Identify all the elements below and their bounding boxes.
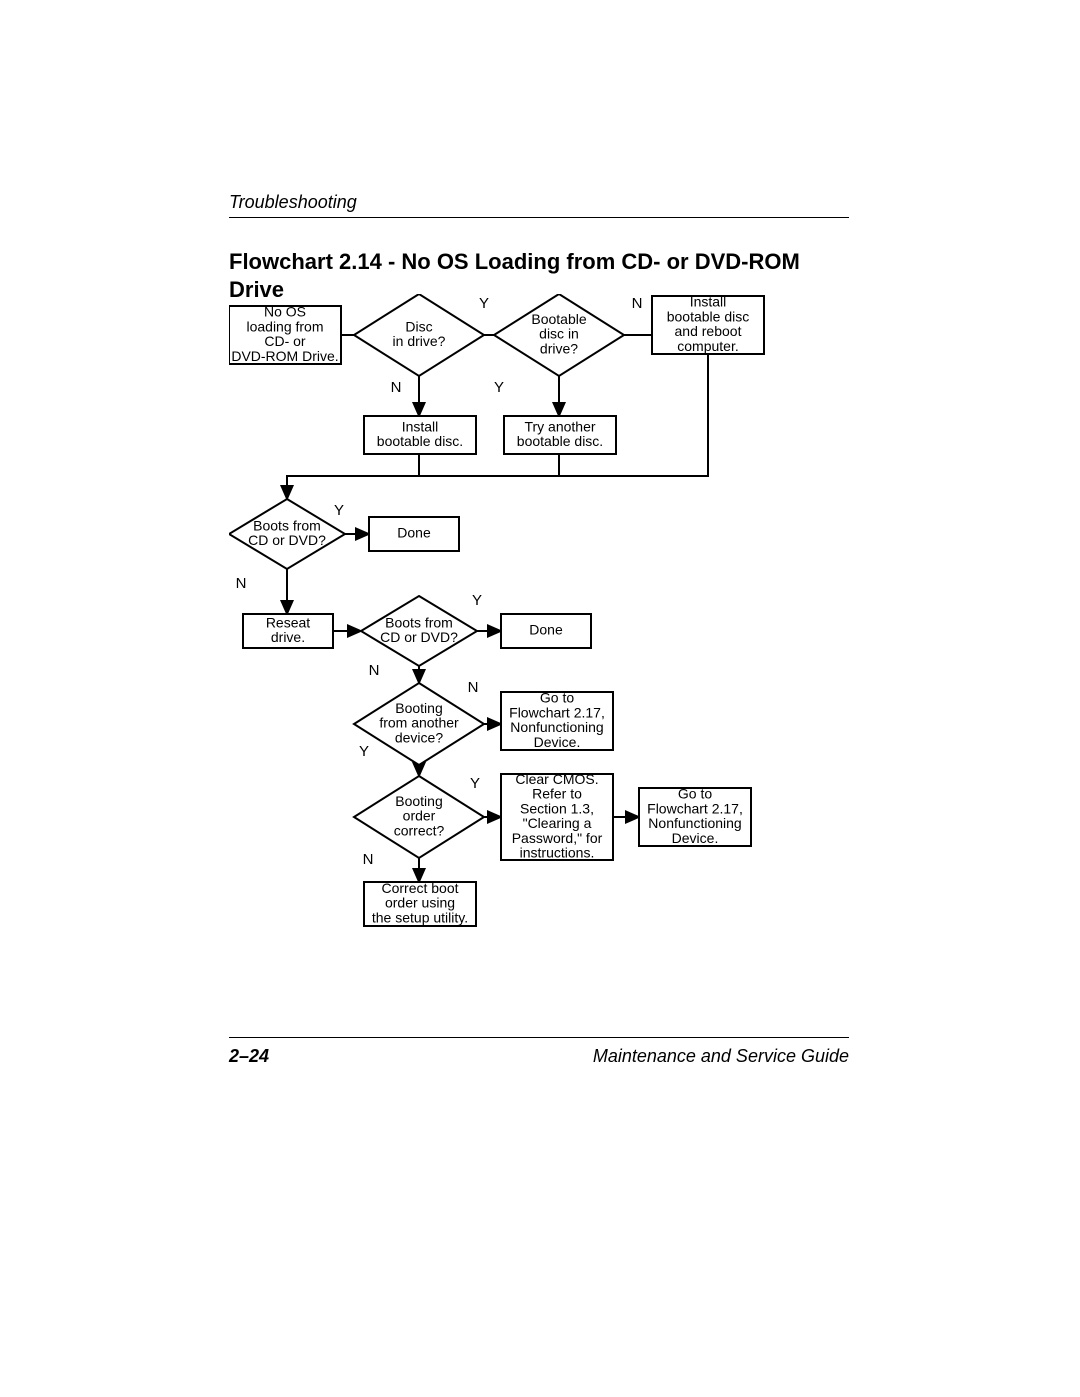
svg-text:order: order — [403, 808, 436, 824]
footer-guide: Maintenance and Service Guide — [593, 1046, 849, 1067]
svg-text:disc in: disc in — [539, 326, 579, 342]
svg-text:and reboot: and reboot — [675, 323, 742, 339]
svg-text:device?: device? — [395, 729, 443, 745]
svg-text:from another: from another — [379, 715, 459, 731]
edge-label-4: Y — [334, 502, 344, 519]
svg-text:the setup utility.: the setup utility. — [372, 909, 468, 925]
svg-text:Flowchart 2.17,: Flowchart 2.17, — [647, 800, 743, 816]
edge-label-7: N — [369, 662, 380, 679]
svg-text:Go to: Go to — [678, 786, 712, 802]
svg-text:Nonfunctioning: Nonfunctioning — [648, 815, 741, 831]
node-another: Bootingfrom anotherdevice? — [354, 683, 484, 765]
node-start: No OSloading fromCD- orDVD-ROM Drive. — [229, 304, 341, 364]
svg-text:Device.: Device. — [534, 734, 581, 750]
svg-text:order using: order using — [385, 895, 455, 911]
svg-text:instructions.: instructions. — [520, 844, 595, 860]
svg-text:"Clearing a: "Clearing a — [523, 815, 592, 831]
node-install_reboot: Installbootable discand rebootcomputer. — [652, 294, 764, 354]
node-install: Installbootable disc. — [364, 416, 476, 454]
svg-text:CD- or: CD- or — [264, 333, 306, 349]
svg-text:correct?: correct? — [394, 822, 445, 838]
node-boots2: Boots fromCD or DVD? — [361, 596, 477, 666]
svg-text:Done: Done — [397, 525, 431, 541]
node-goto1: Go toFlowchart 2.17,NonfunctioningDevice… — [501, 690, 613, 750]
edge-7 — [287, 354, 708, 476]
svg-text:Password," for: Password," for — [512, 830, 603, 846]
node-correct: Correct bootorder usingthe setup utility… — [364, 880, 476, 926]
header-section: Troubleshooting — [229, 192, 357, 213]
svg-text:Booting: Booting — [395, 793, 442, 809]
svg-text:Booting: Booting — [395, 700, 442, 716]
svg-text:bootable disc: bootable disc — [667, 308, 750, 324]
node-boots1: Boots fromCD or DVD? — [229, 499, 345, 569]
rule-bottom — [229, 1037, 849, 1038]
page: Troubleshooting Flowchart 2.14 - No OS L… — [0, 0, 1080, 1397]
svg-text:Done: Done — [529, 622, 563, 638]
edge-label-11: N — [363, 851, 374, 868]
flowchart-container: No OSloading fromCD- orDVD-ROM Drive.Dis… — [229, 294, 859, 954]
edge-label-10: Y — [470, 775, 480, 792]
svg-text:Install: Install — [402, 418, 439, 434]
svg-text:Reseat: Reseat — [266, 614, 310, 630]
node-bootable: Bootabledisc indrive? — [494, 294, 624, 376]
node-order: Bootingordercorrect? — [354, 776, 484, 858]
svg-text:Correct boot: Correct boot — [381, 880, 458, 896]
node-try: Try anotherbootable disc. — [504, 416, 616, 454]
svg-text:computer.: computer. — [677, 338, 738, 354]
svg-text:Flowchart 2.17,: Flowchart 2.17, — [509, 704, 605, 720]
edge-label-8: N — [468, 679, 479, 696]
edge-label-0: Y — [479, 295, 489, 312]
svg-text:DVD-ROM Drive.: DVD-ROM Drive. — [231, 348, 338, 364]
svg-text:bootable disc.: bootable disc. — [517, 433, 603, 449]
node-done1: Done — [369, 517, 459, 551]
svg-text:Install: Install — [690, 294, 727, 310]
edge-label-3: Y — [494, 379, 504, 396]
edge-label-2: N — [391, 379, 402, 396]
svg-text:Clear CMOS.: Clear CMOS. — [515, 771, 598, 787]
flowchart-svg: No OSloading fromCD- orDVD-ROM Drive.Dis… — [229, 294, 859, 954]
svg-text:CD or DVD?: CD or DVD? — [380, 629, 458, 645]
svg-text:Boots from: Boots from — [253, 517, 321, 533]
svg-text:Refer to: Refer to — [532, 786, 582, 802]
svg-text:Device.: Device. — [672, 830, 719, 846]
svg-text:CD or DVD?: CD or DVD? — [248, 532, 326, 548]
node-reseat: Reseatdrive. — [243, 614, 333, 648]
node-disc: Discin drive? — [354, 294, 484, 376]
node-goto2: Go toFlowchart 2.17,NonfunctioningDevice… — [639, 786, 751, 846]
svg-text:Bootable: Bootable — [531, 311, 586, 327]
edge-label-1: N — [632, 295, 643, 312]
rule-top — [229, 217, 849, 218]
svg-text:loading from: loading from — [246, 318, 323, 334]
svg-text:drive?: drive? — [540, 340, 578, 356]
svg-text:bootable disc.: bootable disc. — [377, 433, 463, 449]
edge-label-9: Y — [359, 743, 369, 760]
page-number: 2–24 — [229, 1046, 269, 1067]
svg-text:Try another: Try another — [524, 418, 595, 434]
svg-text:Nonfunctioning: Nonfunctioning — [510, 719, 603, 735]
edge-label-5: N — [236, 575, 247, 592]
node-clear: Clear CMOS.Refer toSection 1.3,"Clearing… — [501, 771, 613, 861]
node-done2: Done — [501, 614, 591, 648]
svg-text:Disc: Disc — [405, 318, 432, 334]
edge-6 — [287, 454, 559, 476]
svg-text:Section 1.3,: Section 1.3, — [520, 800, 594, 816]
svg-text:in drive?: in drive? — [393, 333, 446, 349]
svg-text:drive.: drive. — [271, 629, 305, 645]
svg-text:No OS: No OS — [264, 304, 306, 320]
svg-text:Go to: Go to — [540, 690, 574, 706]
edge-label-6: Y — [472, 592, 482, 609]
svg-text:Boots from: Boots from — [385, 614, 453, 630]
